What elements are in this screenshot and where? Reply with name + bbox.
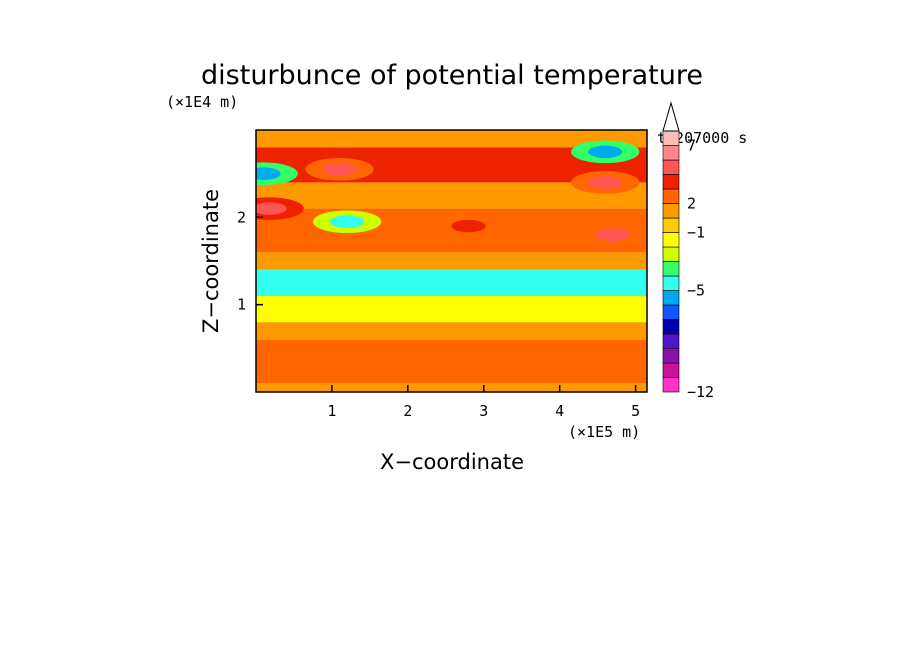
colorbar-cell — [662, 217, 680, 233]
colorbar-label: 2 — [687, 195, 696, 213]
colorbar-cell — [662, 275, 680, 291]
x-tick-label: 3 — [479, 402, 488, 420]
x-axis-title: X−coordinate — [380, 450, 524, 474]
colorbar-cell — [662, 362, 680, 378]
x-tick-label: 2 — [403, 402, 412, 420]
x-unit-label: (×1E5 m) — [568, 423, 640, 441]
y-axis-title: Z−coordinate — [199, 189, 223, 333]
x-tick-label: 5 — [631, 402, 640, 420]
field-feature-core — [588, 176, 623, 189]
colorbar-cell — [662, 304, 680, 320]
x-tick-label: 1 — [327, 402, 336, 420]
plot-frame — [255, 129, 648, 393]
colorbar-cell — [662, 130, 680, 146]
chart-title: disturbunce of potential temperature — [201, 60, 703, 91]
colorbar-cell — [662, 246, 680, 262]
colorbar-extend-arrow — [662, 101, 680, 132]
field-feature-core — [588, 145, 623, 159]
colorbar-cell — [662, 261, 680, 277]
colorbar-label: −12 — [687, 383, 714, 401]
y-tick-label: 1 — [237, 296, 246, 314]
field-band — [256, 322, 647, 340]
colorbar-cell — [662, 159, 680, 175]
y-tick-label: 2 — [237, 208, 246, 226]
colorbar-cell — [662, 348, 680, 364]
field-feature-core — [322, 163, 357, 176]
field-feature-core — [256, 167, 281, 180]
field-band — [256, 252, 647, 270]
y-unit-label: (×1E4 m) — [166, 93, 238, 111]
x-axis: 1 2 3 4 5 — [327, 385, 640, 420]
field-band — [256, 339, 647, 384]
colorbar-cell — [662, 377, 680, 393]
y-axis: 12 — [237, 208, 263, 314]
contour-field — [256, 130, 647, 392]
field-band — [256, 295, 647, 323]
x-tick-label: 4 — [555, 402, 564, 420]
colorbar-label: −1 — [687, 224, 705, 242]
field-feature-core — [451, 219, 486, 233]
colorbar: −12−5−127 — [662, 101, 714, 401]
colorbar-cell — [662, 145, 680, 161]
field-band — [256, 130, 647, 148]
colorbar-cell — [662, 203, 680, 219]
field-feature-core — [256, 202, 287, 215]
field-feature-core — [595, 228, 630, 242]
colorbar-cell — [662, 319, 680, 335]
field-feature-core — [330, 215, 365, 228]
colorbar-label: 7 — [687, 137, 696, 155]
colorbar-cell — [662, 232, 680, 248]
colorbar-cell — [662, 188, 680, 204]
field-band — [256, 383, 647, 392]
time-label: t=207000 s — [657, 129, 747, 147]
colorbar-cell — [662, 174, 680, 190]
colorbar-cell — [662, 290, 680, 306]
colorbar-cell — [662, 333, 680, 349]
colorbar-label: −5 — [687, 282, 705, 300]
field-band — [256, 269, 647, 296]
